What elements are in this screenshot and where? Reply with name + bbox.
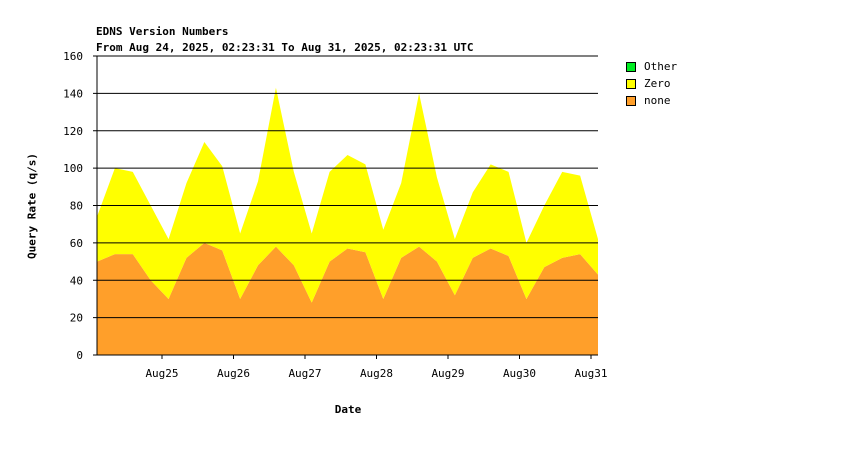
legend-label-zero: Zero: [644, 77, 671, 90]
y-tick-label: 80: [70, 200, 83, 213]
y-tick-label: 0: [76, 349, 83, 362]
series-area-zero: [97, 87, 598, 303]
x-tick-label: Aug30: [503, 367, 536, 380]
y-tick-label: 40: [70, 274, 83, 287]
legend: Other Zero none: [626, 58, 677, 109]
y-tick-label: 160: [63, 50, 83, 63]
y-axis-label: Query Rate (q/s): [25, 153, 39, 259]
grid-lines: [97, 55, 598, 319]
legend-swatch-none: [626, 95, 636, 106]
legend-item-zero: Zero: [626, 75, 677, 92]
x-tick-label: Aug26: [217, 367, 250, 380]
legend-swatch-zero: [626, 78, 636, 89]
axes: 0 20 40 60 80 100 120 140 160 Aug25 Aug26 Aug27 Aug2…: [63, 50, 607, 380]
y-tick-label: 120: [63, 125, 83, 138]
series-area-none: [97, 242, 598, 355]
y-tick-label: 20: [70, 312, 83, 325]
legend-swatch-other: [626, 61, 636, 72]
plot-areas: [97, 87, 598, 355]
y-tick-label: 60: [70, 237, 83, 250]
x-tick-label: Aug28: [360, 367, 393, 380]
x-tick-label: Aug27: [288, 367, 321, 380]
legend-item-none: none: [626, 92, 677, 109]
chart-subtitle: From Aug 24, 2025, 02:23:31 To Aug 31, 2…: [96, 41, 474, 54]
x-tick-label: Aug31: [574, 367, 607, 380]
x-tick-label: Aug25: [145, 367, 178, 380]
x-axis-label: Date: [334, 403, 362, 416]
y-tick-label: 140: [63, 87, 83, 100]
y-tick-label: 100: [63, 162, 83, 175]
legend-label-other: Other: [644, 60, 678, 73]
x-tick-label: Aug29: [431, 367, 464, 380]
legend-item-other: Other: [626, 58, 677, 75]
legend-label-none: none: [644, 94, 671, 107]
chart-title: EDNS Version Numbers: [96, 25, 229, 38]
